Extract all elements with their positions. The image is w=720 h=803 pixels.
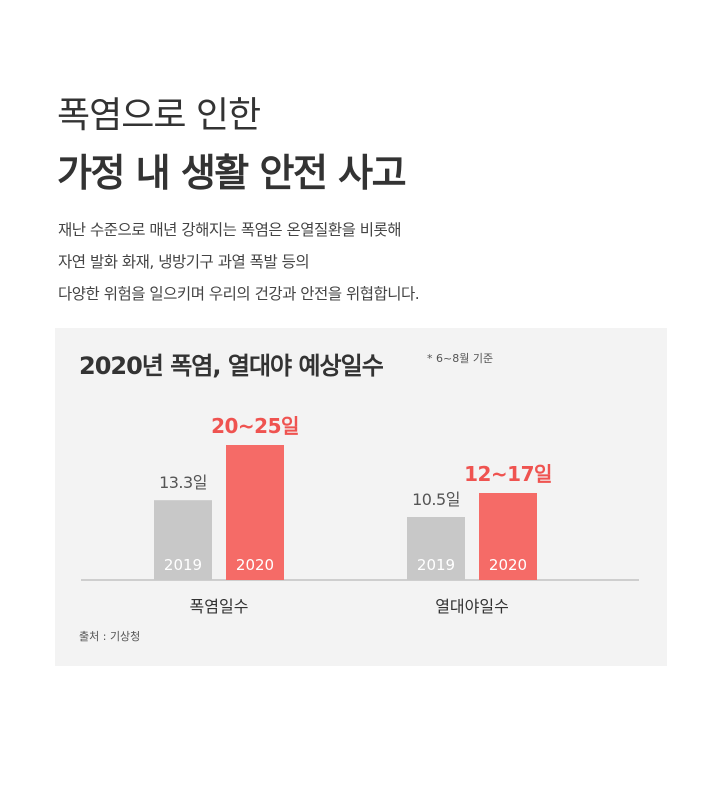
description-line-3: 다양한 위험을 일으키며 우리의 건강과 안전을 위협합니다. — [58, 285, 420, 303]
bar-series-label: 2020 — [489, 556, 527, 574]
bar-2019-0 — [154, 500, 212, 580]
chart-title: 2020년 폭염, 열대야 예상일수 — [79, 352, 384, 380]
bar-value-label: 12~17일 — [464, 462, 552, 486]
bar-value-label: 10.5일 — [412, 490, 460, 509]
description-line-2: 자연 발화 화재, 냉방기구 과열 폭발 등의 — [58, 253, 310, 271]
category-label: 열대야일수 — [435, 597, 509, 616]
page-title-line2: 가정 내 생활 안전 사고 — [57, 151, 407, 195]
bar-2019-1 — [407, 517, 465, 580]
chart-note: * 6~8월 기준 — [427, 352, 494, 365]
page-title-line1: 폭염으로 인한 — [57, 95, 261, 136]
bar-value-label: 13.3일 — [159, 473, 207, 492]
bar-2020-1 — [479, 493, 537, 580]
bar-series-label: 2020 — [236, 556, 274, 574]
description-line-1: 재난 수준으로 매년 강해지는 폭염은 온열질환을 비롯해 — [58, 221, 402, 239]
source-note: 출처 : 기상청 — [79, 630, 141, 643]
bar-series-label: 2019 — [417, 556, 455, 574]
bar-2020-0 — [226, 445, 284, 580]
bar-series-label: 2019 — [164, 556, 202, 574]
chart-panel: 2020년 폭염, 열대야 예상일수 * 6~8월 기준 2019 13.3일 20… — [55, 328, 667, 666]
description: 재난 수준으로 매년 강해지는 폭염은 온열질환을 비롯해 자연 발화 화재, … — [58, 214, 658, 310]
bar-value-label: 20~25일 — [211, 414, 299, 438]
category-label: 폭염일수 — [190, 597, 249, 616]
